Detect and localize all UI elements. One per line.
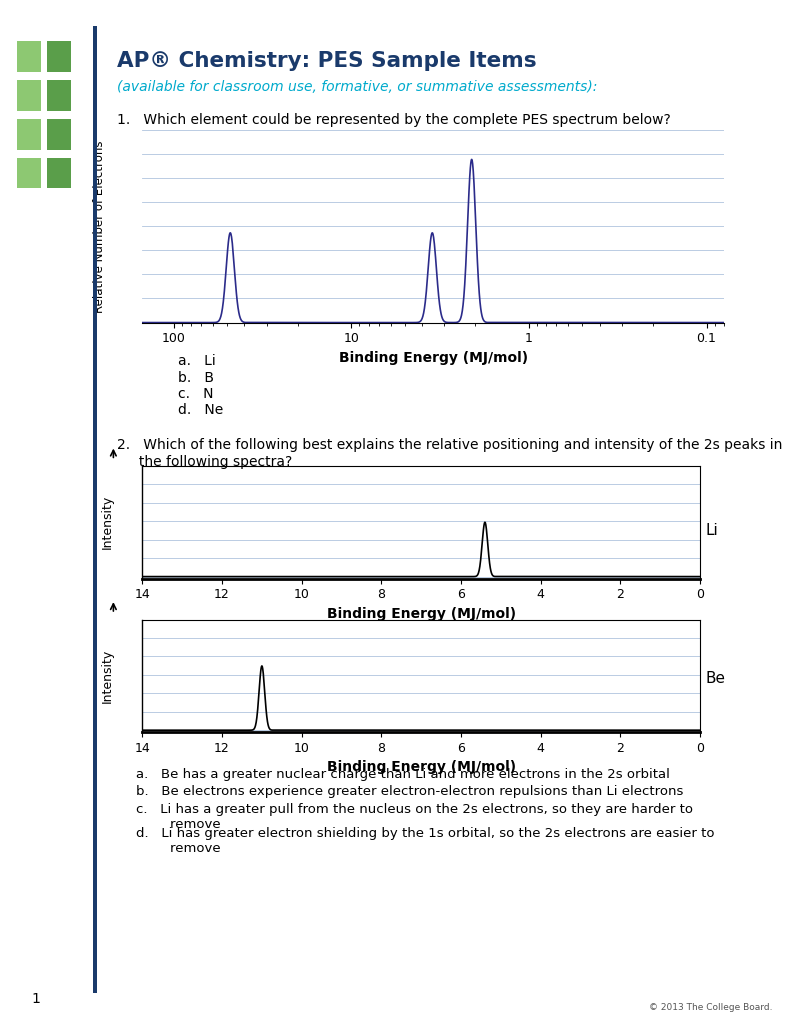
Text: 1: 1 [32, 991, 40, 1006]
Text: d.   Li has greater electron shielding by the 1s orbital, so the 2s electrons ar: d. Li has greater electron shielding by … [136, 827, 714, 855]
Text: Li: Li [706, 523, 718, 538]
Text: 1.   Which element could be represented by the complete PES spectrum below?: 1. Which element could be represented by… [117, 113, 671, 127]
Text: c.   N: c. N [178, 387, 214, 401]
Text: Be: Be [706, 672, 725, 686]
X-axis label: Binding Energy (MJ/mol): Binding Energy (MJ/mol) [327, 607, 516, 621]
Text: c.   Li has a greater pull from the nucleus on the 2s electrons, so they are har: c. Li has a greater pull from the nucleu… [136, 803, 693, 830]
Text: ®: ® [713, 947, 724, 957]
Text: © 2013 The College Board.: © 2013 The College Board. [649, 1002, 772, 1012]
Text: a.   Be has a greater nuclear charge than Li and more electrons in the 2s orbita: a. Be has a greater nuclear charge than … [136, 768, 670, 781]
Y-axis label: Intensity: Intensity [100, 496, 113, 549]
Text: 2.   Which of the following best explains the relative positioning and intensity: 2. Which of the following best explains … [117, 438, 782, 453]
X-axis label: Binding Energy (MJ/mol): Binding Energy (MJ/mol) [339, 351, 528, 365]
X-axis label: Binding Energy (MJ/mol): Binding Energy (MJ/mol) [327, 761, 516, 774]
Y-axis label: Intensity: Intensity [100, 649, 113, 702]
Text: b.   B: b. B [178, 371, 214, 385]
Text: the following spectra?: the following spectra? [117, 455, 293, 469]
Text: AP: AP [672, 953, 713, 981]
Text: (available for classroom use, formative, or summative assessments):: (available for classroom use, formative,… [117, 80, 597, 94]
Text: b.   Be electrons experience greater electron-electron repulsions than Li electr: b. Be electrons experience greater elect… [136, 785, 683, 799]
Text: AP® Chemistry: PES Sample Items: AP® Chemistry: PES Sample Items [117, 51, 536, 72]
Text: d.   Ne: d. Ne [178, 403, 223, 418]
Text: a.   Li: a. Li [178, 354, 216, 369]
Y-axis label: Relative Number of Electrons: Relative Number of Electrons [93, 140, 106, 312]
